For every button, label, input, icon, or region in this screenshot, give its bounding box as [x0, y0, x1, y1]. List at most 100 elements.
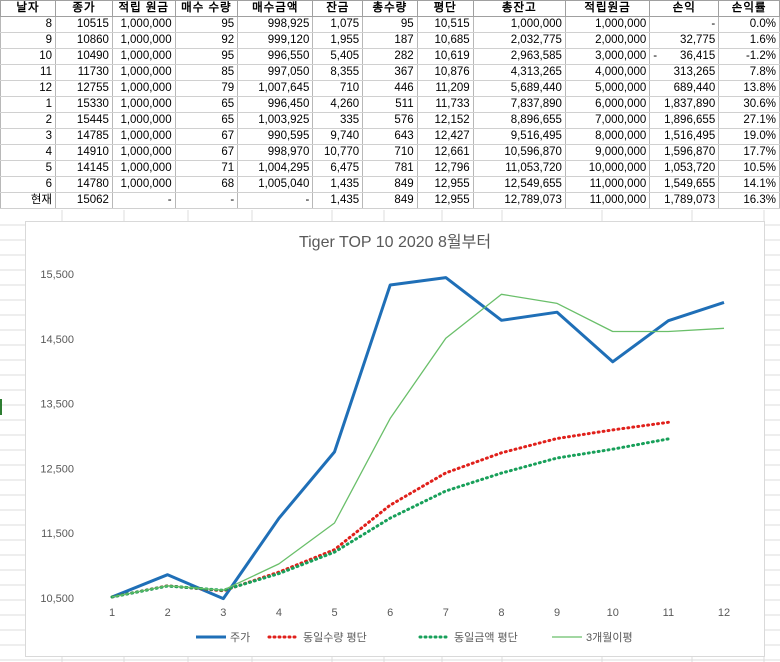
table-cell[interactable]: 10,000,000 [564, 160, 651, 177]
table-cell[interactable]: 10515 [54, 16, 113, 33]
table-cell[interactable]: 1,896,655 [649, 112, 720, 129]
table-cell[interactable]: - [649, 16, 720, 33]
table-cell[interactable]: 4 [0, 144, 56, 161]
table-cell[interactable]: 27.1% [718, 112, 780, 129]
table-cell[interactable]: 2 [0, 112, 56, 129]
table-cell[interactable]: 10,876 [416, 64, 474, 81]
table-cell[interactable]: 9,000,000 [564, 144, 651, 161]
table-cell[interactable]: - [111, 192, 176, 209]
table-cell[interactable]: 16.3% [718, 192, 780, 209]
table-cell[interactable]: 65 [174, 112, 239, 129]
table-cell[interactable]: 15062 [54, 192, 113, 209]
table-cell[interactable]: - 36,415 [649, 48, 720, 65]
table-cell[interactable]: 9,516,495 [472, 128, 566, 145]
table-cell[interactable]: 4,260 [312, 96, 364, 113]
table-cell[interactable]: 643 [362, 128, 418, 145]
table-cell[interactable]: 11,000,000 [564, 192, 651, 209]
header-cell[interactable]: 손익률 [718, 0, 780, 17]
table-cell[interactable]: 1.6% [718, 32, 780, 49]
table-cell[interactable]: 5 [0, 160, 56, 177]
table-cell[interactable]: 11,209 [416, 80, 474, 97]
table-cell[interactable]: 996,550 [237, 48, 314, 65]
table-cell[interactable]: 1,596,870 [649, 144, 720, 161]
table-cell[interactable]: 10860 [54, 32, 113, 49]
table-cell[interactable]: 12 [0, 80, 56, 97]
table-cell[interactable]: 9,740 [312, 128, 364, 145]
table-cell[interactable]: 999,120 [237, 32, 314, 49]
table-cell[interactable]: 10,596,870 [472, 144, 566, 161]
table-cell[interactable]: 12,549,655 [472, 176, 566, 193]
table-cell[interactable]: 12,955 [416, 192, 474, 209]
table-cell[interactable]: 998,925 [237, 16, 314, 33]
table-cell[interactable]: 95 [174, 48, 239, 65]
table-cell[interactable]: 95 [174, 16, 239, 33]
table-cell[interactable]: 9 [0, 32, 56, 49]
table-cell[interactable]: 1 [0, 96, 56, 113]
table-cell[interactable]: 1,000,000 [111, 128, 176, 145]
header-cell[interactable]: 매수 수량 [174, 0, 239, 17]
table-cell[interactable]: 12,796 [416, 160, 474, 177]
table-cell[interactable]: 7.8% [718, 64, 780, 81]
table-cell[interactable]: 8 [0, 16, 56, 33]
table-cell[interactable]: 6,475 [312, 160, 364, 177]
table-cell[interactable]: 12,427 [416, 128, 474, 145]
table-cell[interactable]: 997,050 [237, 64, 314, 81]
table-cell[interactable]: 11,733 [416, 96, 474, 113]
table-cell[interactable]: 4,000,000 [564, 64, 651, 81]
table-cell[interactable]: 32,775 [649, 32, 720, 49]
table-cell[interactable]: 68 [174, 176, 239, 193]
table-cell[interactable]: - [174, 192, 239, 209]
table-cell[interactable]: 1,000,000 [111, 32, 176, 49]
chart-area[interactable]: Tiger TOP 10 2020 8월부터 10,500 11,500 12,50… [25, 221, 765, 657]
table-cell[interactable]: 4,313,265 [472, 64, 566, 81]
table-cell[interactable]: 3,000,000 [564, 48, 651, 65]
table-cell[interactable]: 12,661 [416, 144, 474, 161]
table-cell[interactable]: 14.1% [718, 176, 780, 193]
table-cell[interactable]: 7,837,890 [472, 96, 566, 113]
table-cell[interactable]: 1,003,925 [237, 112, 314, 129]
table-cell[interactable]: 19.0% [718, 128, 780, 145]
table-cell[interactable]: 1,004,295 [237, 160, 314, 177]
table-cell[interactable]: 7,000,000 [564, 112, 651, 129]
table-cell[interactable]: 5,689,440 [472, 80, 566, 97]
table-cell[interactable]: 689,440 [649, 80, 720, 97]
table-cell[interactable]: 11 [0, 64, 56, 81]
table-cell[interactable]: 1,000,000 [111, 160, 176, 177]
table-cell[interactable]: 14910 [54, 144, 113, 161]
table-cell[interactable]: 11730 [54, 64, 113, 81]
table-cell[interactable]: 849 [362, 176, 418, 193]
table-cell[interactable]: 12,789,073 [472, 192, 566, 209]
table-cell[interactable]: 1,000,000 [111, 48, 176, 65]
table-cell[interactable]: 14145 [54, 160, 113, 177]
header-cell[interactable]: 적립원금 [564, 0, 651, 17]
table-cell[interactable]: 998,970 [237, 144, 314, 161]
header-cell[interactable]: 총수량 [362, 0, 418, 17]
table-cell[interactable]: 12,152 [416, 112, 474, 129]
table-cell[interactable]: 1,000,000 [111, 112, 176, 129]
table-cell[interactable]: 1,000,000 [472, 16, 566, 33]
table-cell[interactable]: 6,000,000 [564, 96, 651, 113]
table-cell[interactable]: 849 [362, 192, 418, 209]
table-cell[interactable]: 1,000,000 [111, 80, 176, 97]
table-cell[interactable]: 10 [0, 48, 56, 65]
table-cell[interactable]: 10,685 [416, 32, 474, 49]
table-cell[interactable]: 1,789,073 [649, 192, 720, 209]
table-cell[interactable]: 1,837,890 [649, 96, 720, 113]
table-cell[interactable]: 990,595 [237, 128, 314, 145]
header-cell[interactable]: 평단 [416, 0, 474, 17]
table-cell[interactable]: 0.0% [718, 16, 780, 33]
table-cell[interactable]: 15330 [54, 96, 113, 113]
table-cell[interactable]: 335 [312, 112, 364, 129]
table-cell[interactable]: 1,516,495 [649, 128, 720, 145]
table-cell[interactable]: 30.6% [718, 96, 780, 113]
table-cell[interactable]: 10.5% [718, 160, 780, 177]
table-cell[interactable]: 79 [174, 80, 239, 97]
table-cell[interactable]: 2,000,000 [564, 32, 651, 49]
table-cell[interactable]: 67 [174, 128, 239, 145]
table-cell[interactable]: 92 [174, 32, 239, 49]
table-cell[interactable]: -1.2% [718, 48, 780, 65]
table-cell[interactable]: 12755 [54, 80, 113, 97]
table-cell[interactable]: 576 [362, 112, 418, 129]
table-cell[interactable]: 12,955 [416, 176, 474, 193]
table-cell[interactable]: 1,000,000 [111, 64, 176, 81]
